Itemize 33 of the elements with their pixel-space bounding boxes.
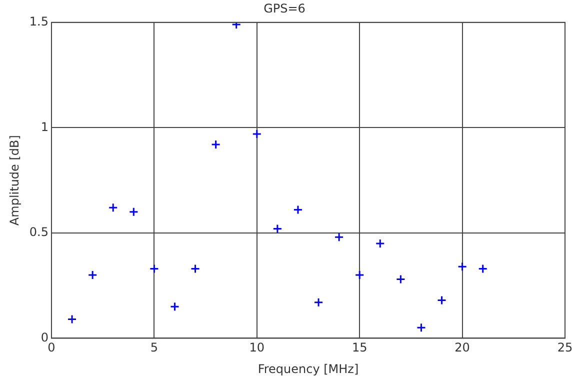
point [314,298,324,308]
point [88,270,98,280]
point [149,264,159,274]
chart-title: GPS=6 [264,1,306,16]
point [354,270,364,280]
point [211,140,221,150]
x-tick-label: 5 [150,340,158,355]
y-axis-title: Amplitude [dB] [7,135,22,226]
point [458,262,468,272]
point [108,202,118,212]
point [232,22,242,30]
y-tick-label: 0 [40,330,48,344]
point [416,322,426,332]
point [396,274,406,284]
point [375,238,385,248]
x-tick-label: 25 [557,340,573,355]
x-axis-title: Frequency [MHz] [258,362,359,376]
point [334,232,344,242]
point [170,302,180,312]
point [190,264,200,274]
x-tick-label: 20 [454,340,470,355]
point [67,314,77,324]
x-tick-label: 10 [249,340,265,355]
point [437,296,447,306]
y-tick-label: 0.5 [29,225,48,240]
point [478,264,488,274]
y-tick-label: 1.5 [29,14,48,29]
point [252,129,262,139]
y-tick-label: 1 [40,120,48,134]
point [128,207,138,217]
point [293,205,303,215]
point [272,224,282,234]
x-tick-label: 15 [352,340,368,355]
